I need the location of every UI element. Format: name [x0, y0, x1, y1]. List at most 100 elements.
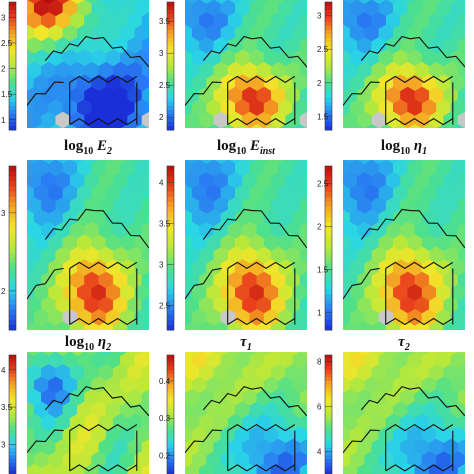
- colorbar-tick-label: 3: [159, 49, 164, 58]
- colorbar-segment: [325, 38, 332, 43]
- hex-unit: [127, 463, 143, 474]
- colorbar-segment: [167, 82, 174, 87]
- colorbar-segment: [167, 62, 174, 67]
- hex-unit: [314, 340, 328, 357]
- cluster-boundary: [185, 81, 222, 106]
- hex-unit: [270, 321, 286, 330]
- colorbar-segment: [325, 258, 332, 264]
- colorbar-segment: [325, 324, 332, 331]
- hex-unit: [41, 321, 57, 330]
- hex-unit: [343, 160, 344, 161]
- colorbar-tick-label: 2: [159, 113, 164, 122]
- colorbar-segment: [9, 50, 16, 55]
- colorbar-segment: [167, 18, 174, 23]
- panel-title: log10 E2: [64, 138, 112, 157]
- hex-unit: [69, 0, 85, 5]
- colorbar-segment: [167, 186, 174, 193]
- colorbar-segment: [9, 18, 16, 23]
- hex-unit: [142, 137, 156, 154]
- colorbar-segment: [325, 62, 332, 67]
- colorbar-segment: [325, 366, 332, 371]
- colorbar-tick-label: 4: [1, 366, 6, 375]
- cluster-boundary: [185, 267, 222, 300]
- colorbar-segment: [325, 444, 332, 449]
- colorbar-tick-label: 4: [159, 178, 164, 187]
- hex-unit: [451, 334, 465, 351]
- colorbar-segment: [167, 2, 174, 7]
- colorbar-segment: [9, 470, 16, 474]
- colorbar-segment: [9, 384, 16, 389]
- colorbar-segment: [167, 94, 174, 99]
- component-plane-9: 4 6 8: [317, 352, 465, 474]
- colorbar-segment: [325, 217, 332, 223]
- hex-unit: [112, 352, 128, 357]
- cluster-boundary: [94, 210, 149, 249]
- cluster-boundary: [410, 387, 465, 417]
- title-symbol: η: [410, 138, 422, 154]
- cluster-boundary: [202, 35, 253, 61]
- cluster-boundary: [44, 35, 95, 61]
- hex-unit: [156, 148, 170, 165]
- hex-unit: [371, 352, 387, 357]
- colorbar-segment: [167, 451, 174, 456]
- hex-unit: [408, 334, 422, 351]
- colorbar-tick-label: 1: [1, 116, 6, 125]
- hex-unit: [199, 352, 215, 357]
- hex-unit: [365, 124, 379, 128]
- colorbar-segment: [167, 366, 174, 371]
- hex-unit: [428, 352, 444, 357]
- colorbar-segment: [9, 217, 16, 223]
- colorbar-segment: [167, 253, 174, 259]
- hex-unit: [414, 463, 430, 474]
- hex-unit: [465, 125, 474, 142]
- colorbar-tick-label: 4: [317, 448, 322, 457]
- colorbar-segment: [9, 324, 16, 331]
- colorbar-segment: [167, 201, 174, 208]
- hex-unit: [69, 160, 85, 165]
- colorbar-frame: [324, 165, 333, 331]
- cluster-boundaries: [343, 385, 465, 472]
- panel-title: log10 η2: [65, 334, 111, 353]
- title-subscript: 2: [106, 146, 112, 157]
- colorbar-segment: [325, 70, 332, 75]
- colorbar-segment: [9, 278, 16, 285]
- colorbar-segment: [9, 196, 16, 203]
- colorbar-segment: [167, 58, 174, 63]
- colorbar-segment: [9, 366, 16, 371]
- cluster-boundary: [27, 81, 64, 106]
- colorbar-frame: [8, 165, 17, 331]
- hex-unit: [306, 238, 307, 248]
- cluster-boundary: [410, 36, 465, 68]
- colorbar-segment: [167, 384, 174, 389]
- colorbar-segment: [167, 324, 174, 331]
- colorbar-segment: [167, 278, 174, 285]
- cluster-boundary: [202, 208, 253, 240]
- hex-unit: [293, 334, 307, 351]
- title-prefix: log: [217, 138, 237, 154]
- colorbar-segment: [9, 362, 16, 367]
- hex-unit: [41, 137, 55, 154]
- cluster-boundary: [227, 464, 296, 472]
- colorbar-segment: [9, 273, 16, 280]
- title-symbol: τ: [240, 334, 248, 350]
- hex-unit: [84, 160, 100, 165]
- colorbar-segment: [325, 94, 332, 99]
- colorbar-segment: [325, 171, 332, 177]
- hex-unit: [464, 28, 465, 38]
- colorbar-segment: [167, 470, 174, 474]
- title-base: 10: [83, 146, 93, 157]
- colorbar-segment: [167, 207, 174, 213]
- cluster-boundary: [227, 117, 296, 126]
- hex-unit: [465, 334, 474, 351]
- cluster-boundary: [252, 387, 307, 417]
- colorbar-segment: [167, 26, 174, 31]
- hex-unit: [213, 463, 229, 474]
- hex-unit: [314, 148, 328, 165]
- hex-unit: [49, 334, 63, 351]
- hex-unit: [314, 137, 328, 154]
- colorbar-segment: [325, 6, 332, 11]
- hex-unit: [141, 463, 149, 474]
- colorbar-segment: [167, 102, 174, 107]
- hex-unit: [98, 0, 114, 5]
- hex-unit: [371, 321, 387, 330]
